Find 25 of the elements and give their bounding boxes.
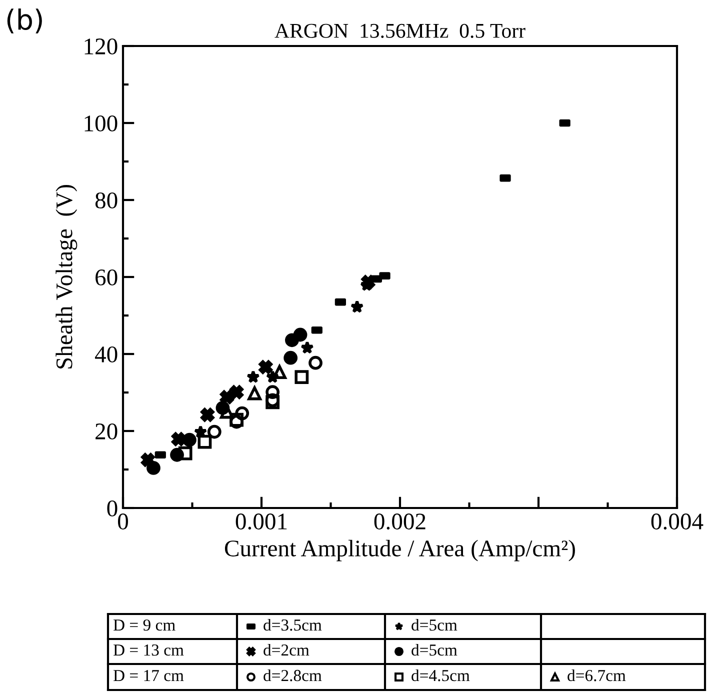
legend-label: d=2cm — [264, 644, 310, 656]
text: D = 13 cm — [113, 644, 184, 656]
x-tick-label: 0.004 — [651, 514, 704, 530]
y-tick-label: 40 — [94, 346, 118, 362]
y-tick-label: 60 — [96, 269, 118, 286]
y-tick-label: 80 — [95, 192, 118, 208]
text: (b) — [7, 8, 42, 34]
y-axis-title: Sheath Voltage (V) — [56, 185, 78, 368]
legend-label: d=4.5cm — [412, 669, 470, 682]
legend-label: d=6.7cm — [568, 669, 626, 682]
text: D = 9 cm — [113, 619, 176, 631]
legend-label: d=5cm — [412, 618, 458, 631]
x-tick-label: 0.002 — [374, 514, 426, 530]
legend-label: d=3.5cm — [264, 618, 322, 631]
chart-title: ARGON 13.56MHz 0.5 Torr — [274, 24, 526, 38]
x-tick-label: 0 — [118, 514, 128, 530]
y-tick-label: 100 — [84, 115, 118, 132]
x-tick-label: 0.001 — [236, 514, 287, 530]
legend-label: d=2.8cm — [264, 669, 322, 682]
x-axis-title: Current Amplitude / Area (Amp/cm²) — [224, 540, 575, 562]
text: D = 17 cm — [113, 670, 184, 682]
y-tick-label: 20 — [96, 423, 118, 440]
y-tick-label: 120 — [84, 38, 118, 54]
y-tick-label: 0 — [107, 500, 118, 516]
legend-label: d=5cm — [412, 644, 458, 656]
